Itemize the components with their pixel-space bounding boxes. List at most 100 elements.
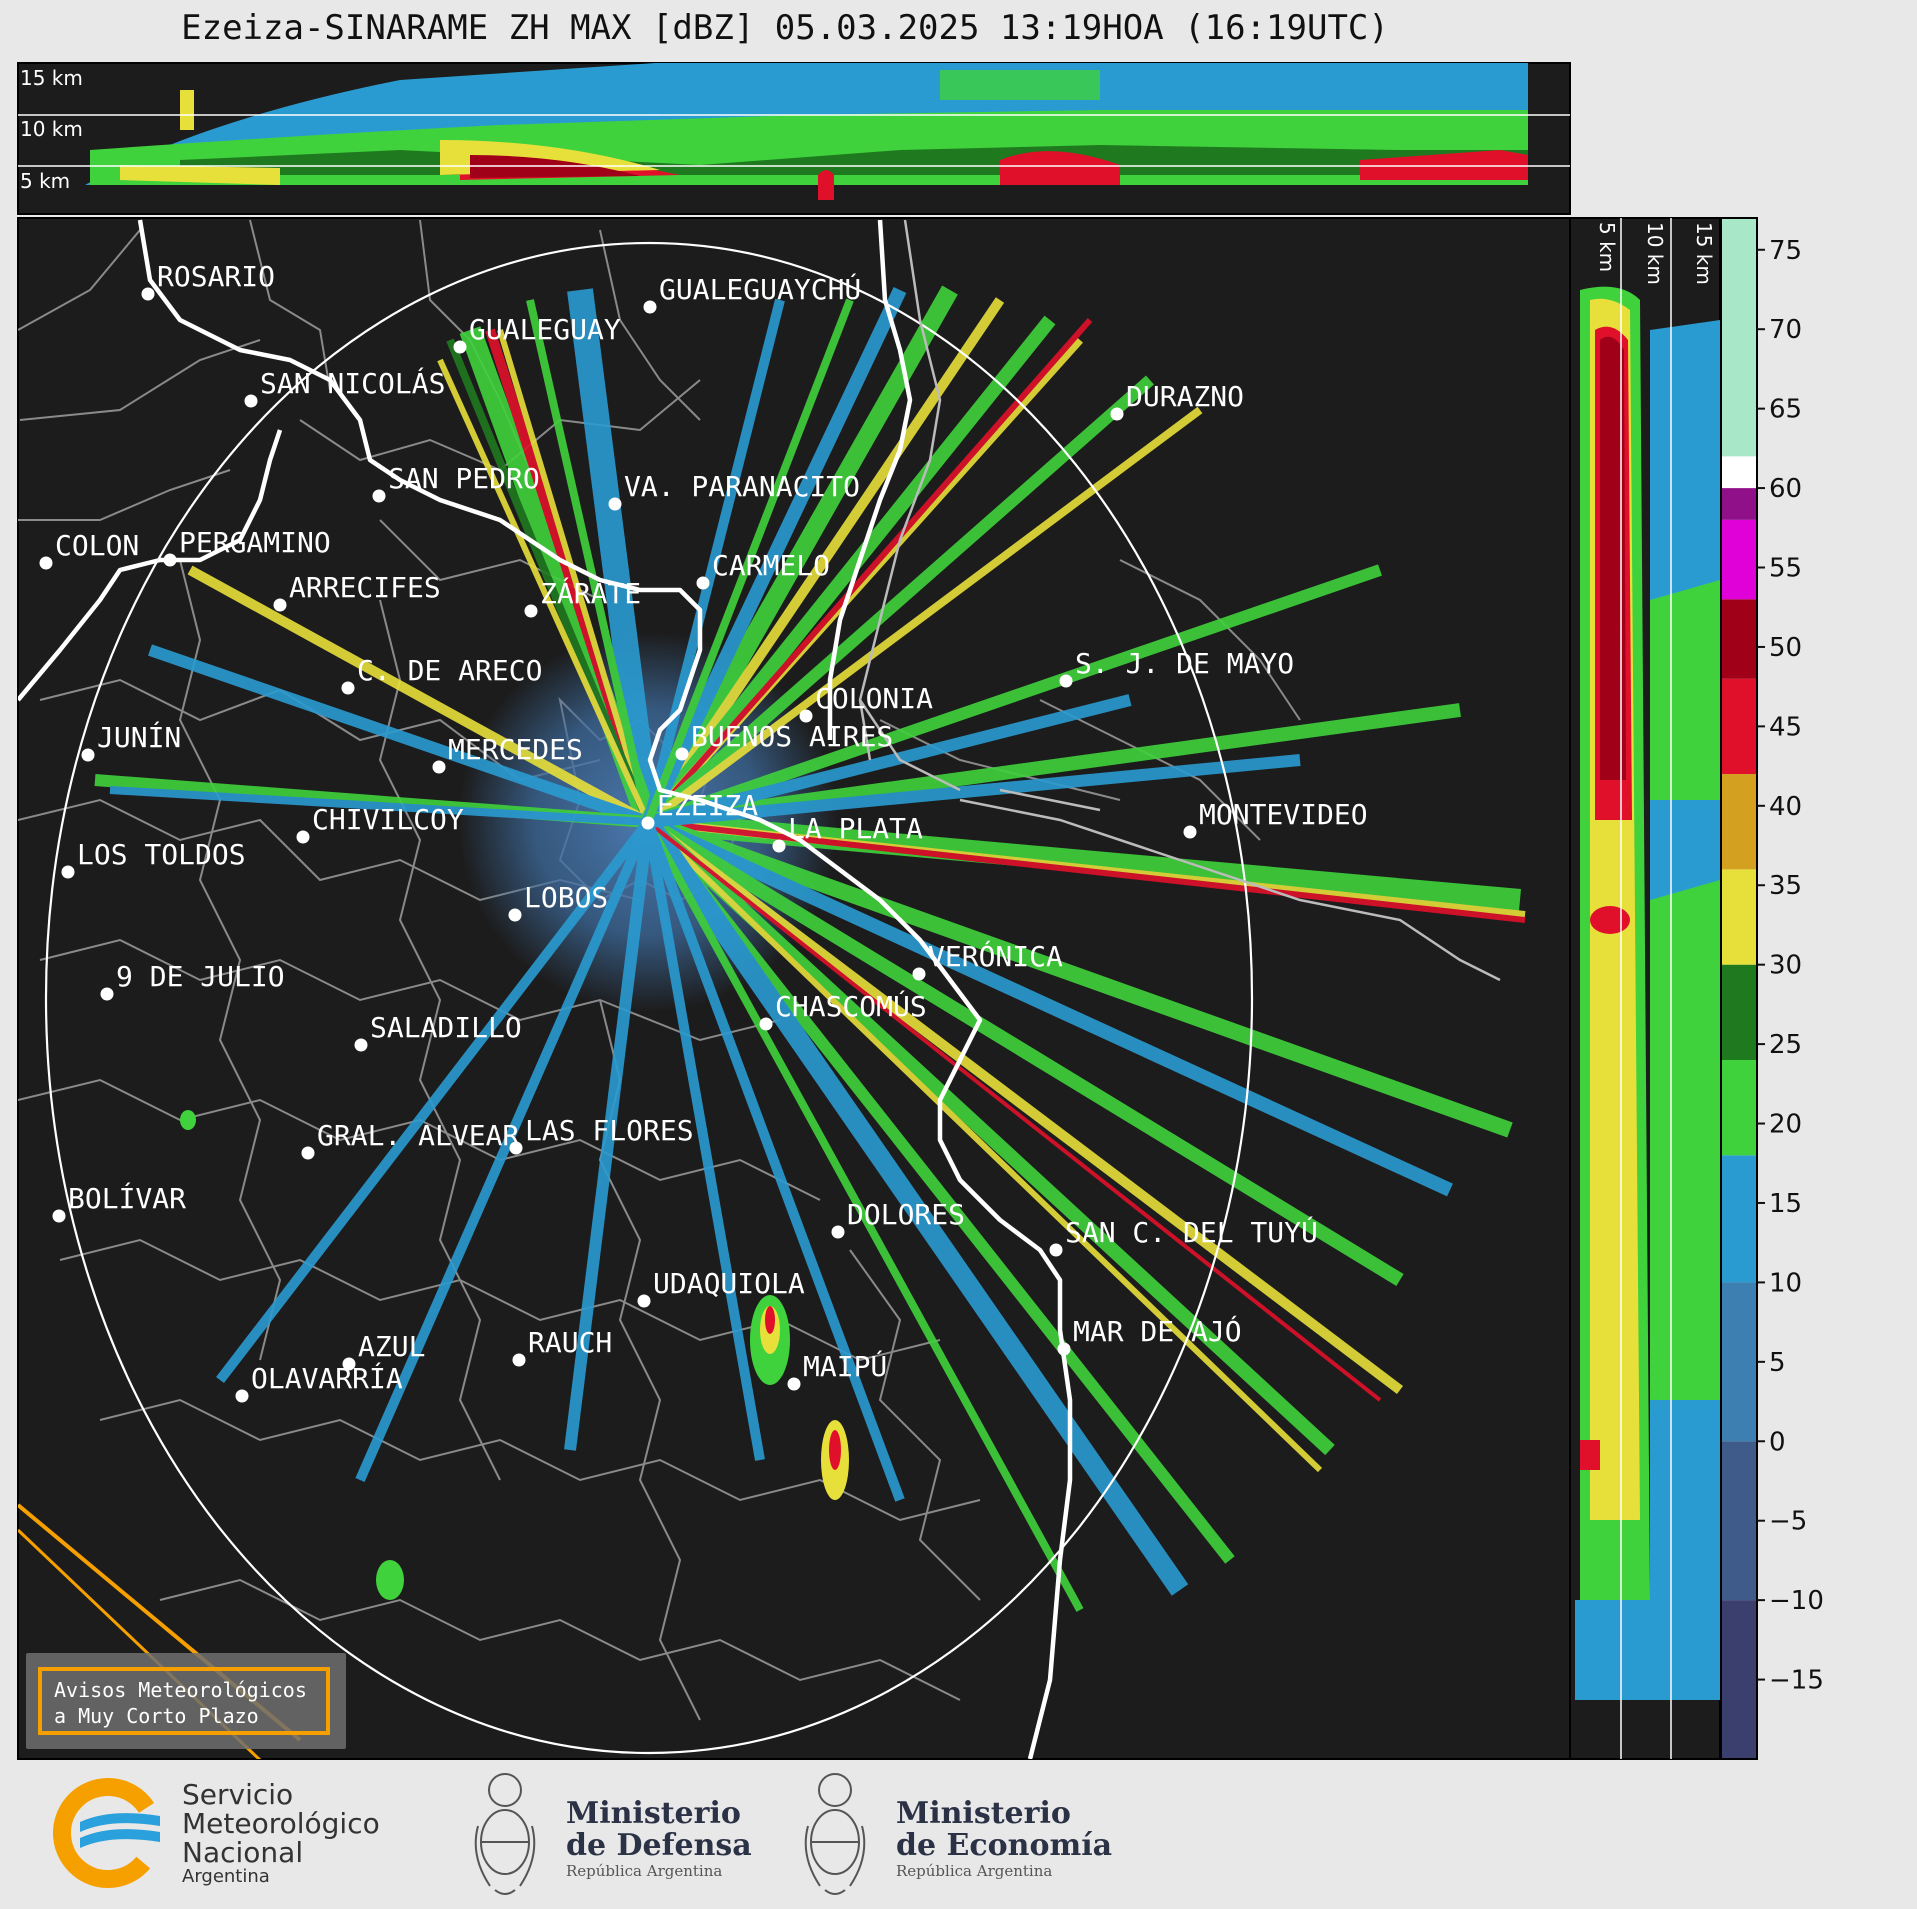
city-dot	[759, 1017, 773, 1031]
radar-map: ROSARIO GUALEGUAYCHÚ GUALEGUAY SAN NICOLÁS D…	[17, 217, 1571, 1760]
city-marker: AZUL	[342, 1330, 425, 1371]
city-label: ROSARIO	[157, 260, 275, 293]
city-marker: BOLÍVAR	[52, 1181, 186, 1223]
city-dot	[512, 1353, 526, 1367]
city-dot	[608, 497, 622, 511]
city-dot	[61, 865, 75, 879]
smn-logo	[50, 1778, 170, 1888]
city-marker: SAN PEDRO	[372, 462, 540, 503]
city-marker: MONTEVIDEO	[1183, 798, 1368, 839]
colorbar-tick-label: 15	[1769, 1189, 1802, 1219]
city-label: JUNÍN	[97, 720, 181, 754]
side-alt-10km: 10 km	[1643, 222, 1667, 285]
economia-line2: de Economía	[896, 1828, 1113, 1863]
city-marker: SAN C. DEL TUYÚ	[1049, 1215, 1318, 1257]
rivers	[858, 219, 1501, 982]
colorbar-tick-label: 5	[1769, 1348, 1786, 1378]
city-label: 9 DE JULIO	[116, 960, 285, 993]
city-label: CHASCOMÚS	[775, 989, 927, 1023]
colorbar-tick-label: 20	[1769, 1110, 1802, 1140]
colorbar-tick-label: 35	[1769, 871, 1802, 901]
city-dot	[453, 340, 467, 354]
city-marker: MAR DE AJÓ	[1057, 1314, 1242, 1356]
colorbar-band	[1721, 774, 1757, 870]
city-label: BOLÍVAR	[68, 1181, 186, 1215]
city-label: SAN C. DEL TUYÚ	[1065, 1215, 1318, 1249]
colorbar-band	[1721, 964, 1757, 1060]
side-alt-5km: 5 km	[1595, 222, 1619, 272]
defensa-line1: Ministerio	[566, 1796, 741, 1831]
city-label: CARMELO	[712, 549, 830, 582]
city-label: COLONIA	[815, 682, 933, 715]
city-marker: C. DE ARECO	[341, 654, 542, 695]
city-marker: BUENOS AIRES	[675, 720, 893, 761]
city-dot	[296, 830, 310, 844]
city-dot	[772, 839, 786, 853]
city-marker: 9 DE JULIO	[100, 960, 285, 1001]
city-dot	[508, 908, 522, 922]
footer: Servicio Meteorológico Nacional Argentin…	[0, 1760, 1917, 1909]
city-label: LOBOS	[524, 881, 608, 914]
city-marker: GUALEGUAYCHÚ	[643, 272, 861, 314]
city-label: SAN PEDRO	[388, 462, 540, 495]
city-dot	[342, 1357, 356, 1371]
city-label: PERGAMINO	[179, 526, 331, 559]
city-label: SALADILLO	[370, 1011, 522, 1044]
colorbar-tick-label: 60	[1769, 474, 1802, 504]
coat-of-arms-icon-2	[800, 1766, 870, 1902]
colorbar-band	[1721, 1600, 1757, 1759]
city-marker: CHASCOMÚS	[759, 989, 927, 1031]
city-label: RAUCH	[528, 1326, 612, 1359]
colorbar-band	[1721, 599, 1757, 679]
city-dot	[696, 576, 710, 590]
colorbar-band	[1721, 1282, 1757, 1442]
colorbar-tick-label: 25	[1769, 1030, 1802, 1060]
colorbar-band	[1721, 1441, 1757, 1601]
city-dot	[341, 681, 355, 695]
colorbar-tick-label: 50	[1769, 633, 1802, 663]
city-marker: MAIPÚ	[787, 1349, 887, 1391]
city-label: MERCEDES	[448, 733, 583, 766]
city-label: LOS TOLDOS	[77, 838, 246, 871]
city-marker: GRAL. ALVEAR	[301, 1119, 519, 1160]
coastlines	[18, 219, 1073, 1759]
radar-echoes	[94, 285, 1526, 1612]
city-marker: ZÁRATE	[524, 576, 641, 618]
city-dot	[637, 1294, 651, 1308]
city-marker: JUNÍN	[81, 720, 181, 762]
city-dot	[1183, 825, 1197, 839]
city-label: DURAZNO	[1126, 380, 1244, 413]
city-marker: LA PLATA	[772, 812, 923, 853]
city-dot	[524, 604, 538, 618]
city-dot	[141, 287, 155, 301]
city-dot	[643, 300, 657, 314]
city-layer: ROSARIO GUALEGUAYCHÚ GUALEGUAY SAN NICOLÁS D…	[39, 260, 1368, 1403]
city-label: GUALEGUAY	[469, 313, 621, 346]
economia-line1: Ministerio	[896, 1796, 1071, 1831]
city-label: GRAL. ALVEAR	[317, 1119, 519, 1152]
city-marker: DURAZNO	[1110, 380, 1244, 421]
city-dot	[799, 709, 813, 723]
city-label: OLAVARRÍA	[251, 1361, 403, 1395]
colorbar-tick-label: 70	[1769, 315, 1802, 345]
colorbar-tick-label: 30	[1769, 951, 1802, 981]
city-label: MAIPÚ	[803, 1349, 887, 1383]
city-marker: SALADILLO	[354, 1011, 522, 1052]
warning-box[interactable]: Avisos Meteorológicos a Muy Corto Plazo	[26, 1653, 346, 1749]
city-dot	[100, 987, 114, 1001]
city-dot	[163, 553, 177, 567]
city-label: ZÁRATE	[540, 576, 641, 610]
city-dot	[1057, 1342, 1071, 1356]
city-marker: RAUCH	[512, 1326, 612, 1367]
city-marker: ARRECIFES	[273, 571, 441, 612]
colorbar-tick-label: −15	[1769, 1666, 1824, 1696]
colorbar-tick-label: 40	[1769, 792, 1802, 822]
city-marker: COLONIA	[799, 682, 933, 723]
city-label: EZEIZA	[657, 789, 758, 822]
city-dot	[273, 598, 287, 612]
city-dot	[354, 1038, 368, 1052]
city-label: UDAQUIOLA	[653, 1267, 805, 1300]
city-label: DOLORES	[847, 1198, 965, 1231]
city-marker: LOS TOLDOS	[61, 838, 246, 879]
city-label: COLON	[55, 529, 139, 562]
